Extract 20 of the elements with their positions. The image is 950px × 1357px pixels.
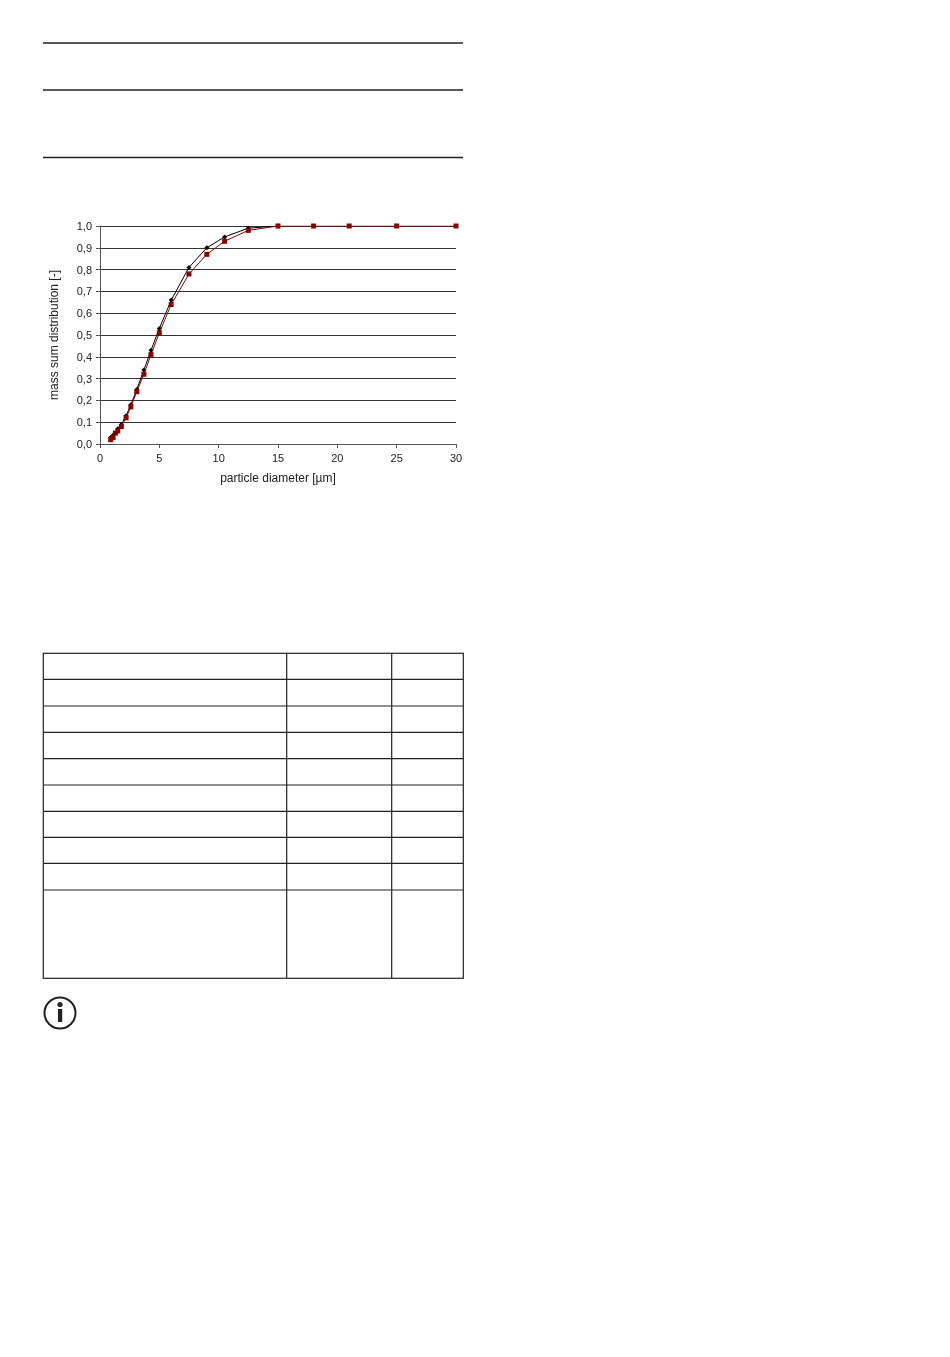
y-tick-label: 0,7 bbox=[76, 285, 92, 298]
y-tick-label: 1,0 bbox=[76, 220, 92, 232]
x-tick-label: 30 bbox=[449, 451, 463, 464]
y-tick-label: 0,3 bbox=[76, 372, 92, 385]
y-tick-label: 0,1 bbox=[76, 416, 92, 429]
y-tick-label: 0,4 bbox=[76, 350, 92, 363]
y-axis-title: mass sum distribution [-] bbox=[47, 269, 61, 401]
y-tick-label: 0,0 bbox=[76, 438, 92, 450]
x-tick-label: 25 bbox=[390, 451, 403, 464]
y-tick-label: 0,2 bbox=[76, 394, 92, 407]
y-tick-label: 0,8 bbox=[76, 263, 92, 276]
x-axis-title: particle diameter [µm] bbox=[220, 471, 336, 485]
x-tick-label: 20 bbox=[331, 451, 344, 464]
x-tick-label: 5 bbox=[156, 451, 163, 464]
y-tick-label: 0,6 bbox=[76, 307, 92, 320]
x-tick-label: 15 bbox=[271, 451, 285, 464]
x-tick-label: 10 bbox=[212, 451, 225, 464]
y-tick-label: 0,5 bbox=[76, 329, 92, 341]
x-tick-label: 0 bbox=[96, 451, 104, 464]
y-tick-label: 0,9 bbox=[76, 241, 92, 254]
